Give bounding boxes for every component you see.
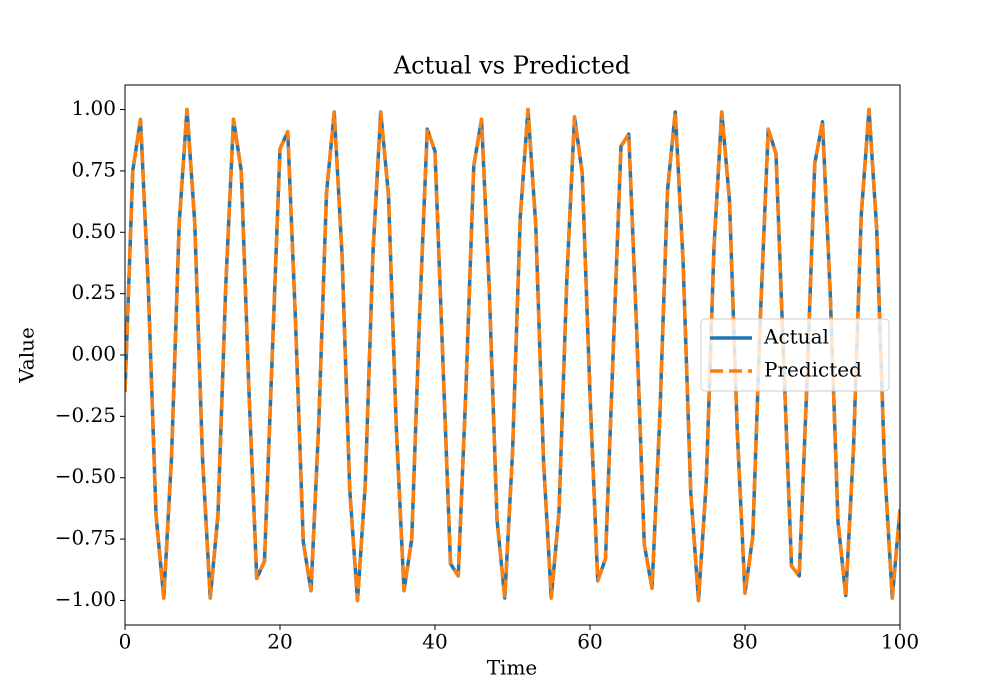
x-tick-label: 100 [881,630,919,654]
plot-frame [124,84,901,626]
y-tick-label: 0.75 [71,157,116,181]
chart-title: Actual vs Predicted [393,52,631,80]
legend-label: Predicted [764,358,862,382]
y-tick-label: −0.25 [55,403,116,427]
x-tick-label: 0 [119,630,132,654]
y-tick-label: −1.00 [55,587,116,611]
y-tick-label: −0.75 [55,526,116,550]
legend-label: Actual [763,325,829,349]
x-axis-label: Time [487,656,538,680]
y-tick-label: 0.25 [71,280,116,304]
x-tick-label: 60 [577,630,602,654]
y-tick-label: 0.00 [71,342,116,366]
y-tick-label: −0.50 [55,464,116,488]
y-tick-label: 0.50 [71,219,116,243]
x-tick-label: 20 [267,630,292,654]
plot-area [125,107,900,603]
y-axis-label: Value [15,327,39,384]
x-tick-label: 40 [422,630,447,654]
series-line [125,107,900,603]
x-tick-label: 80 [732,630,757,654]
y-tick-label: 1.00 [71,96,116,120]
